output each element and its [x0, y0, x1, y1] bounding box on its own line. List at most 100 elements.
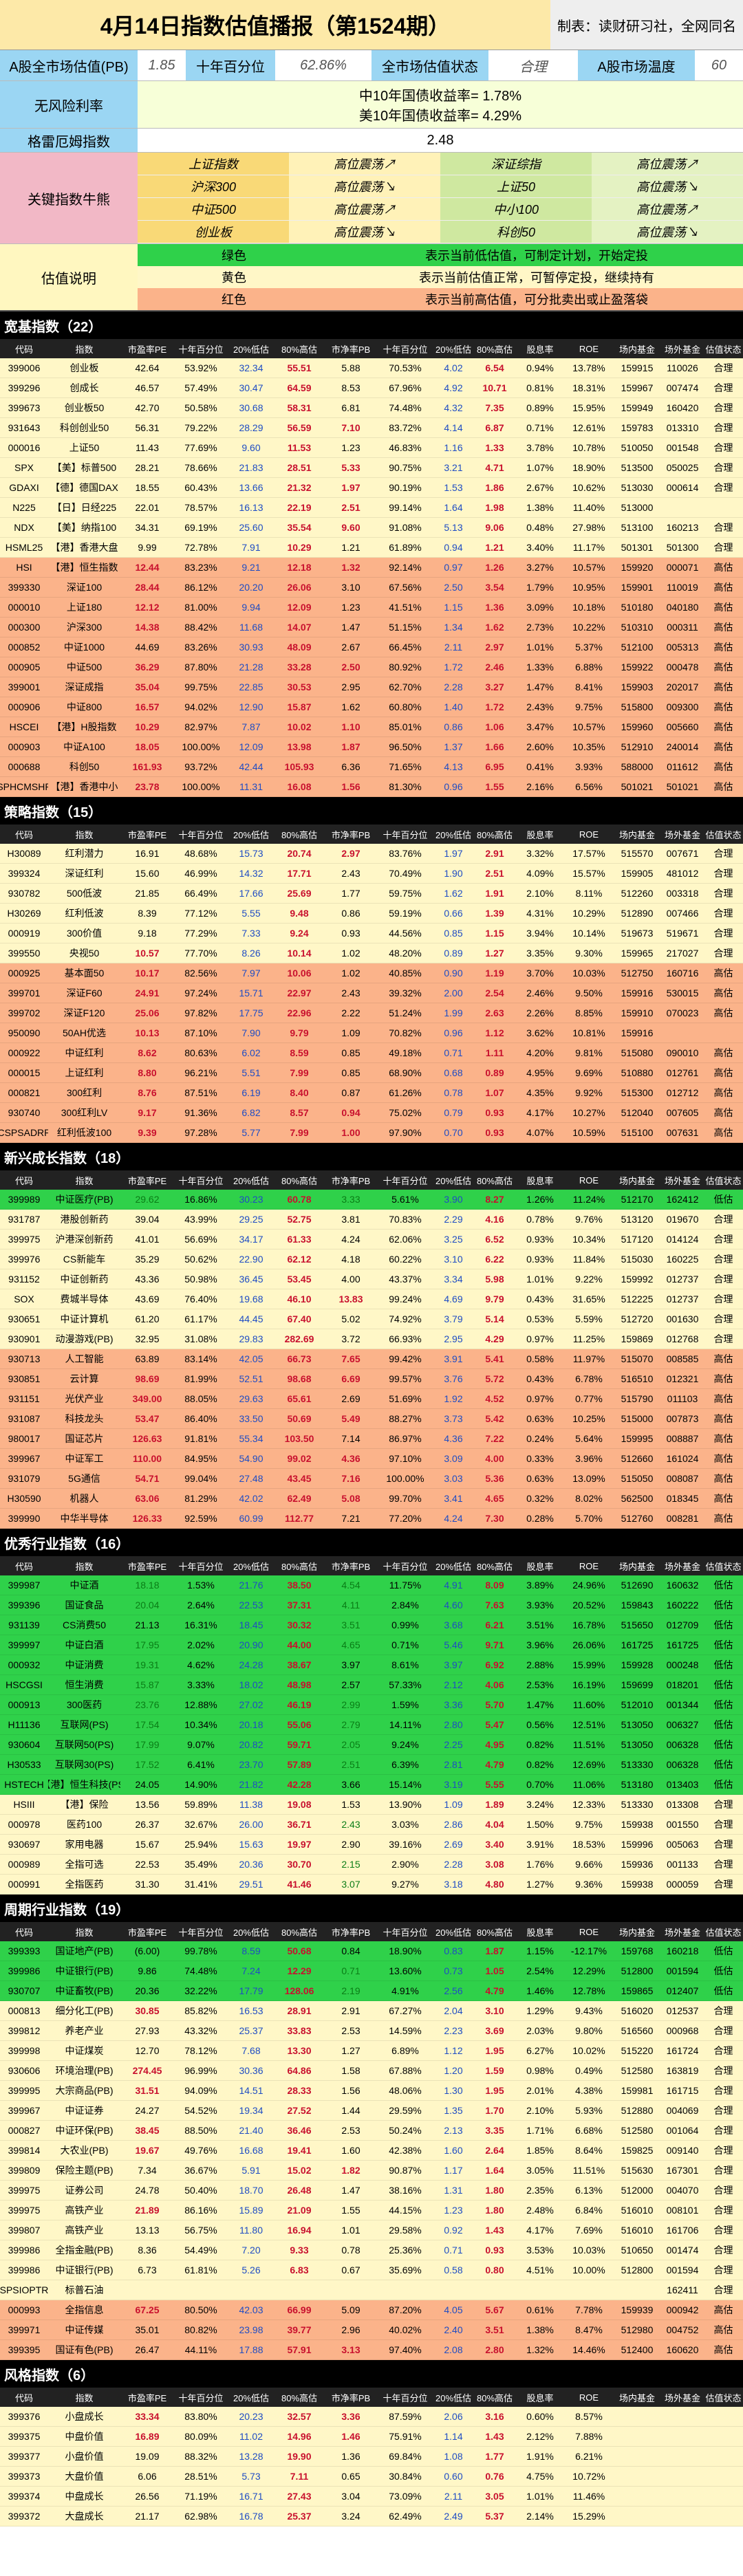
column-header: 市净率PB — [331, 1175, 371, 1186]
table-cell: 2.54% — [526, 1965, 554, 1976]
table-cell: 510310 — [621, 622, 654, 633]
table-cell: 16.53 — [239, 2005, 263, 2016]
table-cell: 国证食品 — [65, 1600, 104, 1611]
table-row: 930606 环境治理(PB) 274.45 96.99% 30.36 64.86 1.58… — [0, 2061, 743, 2081]
table-cell: 1.33% — [526, 662, 554, 673]
table-cell: 10.13 — [135, 1027, 160, 1038]
table-cell: 养老产业 — [65, 2025, 104, 2036]
table-cell: 399814 — [8, 2145, 41, 2156]
table-cell: 519671 — [666, 928, 699, 939]
table-cell: 30.84% — [389, 2471, 422, 2482]
table-cell: 4.17% — [526, 1107, 554, 1118]
table-cell: 61.17% — [184, 1313, 217, 1324]
table-cell: 67.88% — [389, 2065, 422, 2076]
table-cell: 3.13 — [341, 2344, 360, 2355]
table-cell: 1.15 — [444, 602, 463, 613]
table-cell — [661, 2467, 704, 2486]
table-cell: 501301 — [621, 542, 654, 553]
table-cell: 低估 — [713, 1965, 733, 1976]
table-cell: 41.01 — [135, 1234, 160, 1245]
table-row: 930740 300红利LV 9.17 91.36% 6.82 8.57 0.94 75.02… — [0, 1103, 743, 1123]
table-cell: 29.83 — [239, 1333, 263, 1344]
table-cell: 51.15% — [389, 622, 422, 633]
table-cell: 8.59 — [290, 1047, 309, 1058]
table-cell: 97.28% — [184, 1127, 217, 1138]
table-cell: 44.45 — [239, 1313, 263, 1324]
table-cell: 【港】H股指数 — [52, 721, 117, 732]
table-cell: 36.29 — [135, 662, 160, 673]
table-row: HSML25 【港】香港大盘 9.99 72.78% 7.91 10.29 1.21 61.8… — [0, 538, 743, 558]
table-cell: 070023 — [666, 1007, 699, 1018]
column-header: 股息率 — [526, 1175, 554, 1186]
table-cell: 1.79% — [526, 582, 554, 593]
table-cell: 000248 — [666, 1659, 699, 1670]
table-cell: 513330 — [621, 1799, 654, 1810]
table-cell: 0.93 — [485, 1127, 504, 1138]
table-cell: 2.56 — [444, 1985, 463, 1996]
table-cell: 87.10% — [184, 1027, 217, 1038]
table-cell: 62.49 — [287, 1493, 312, 1504]
column-header: 场内基金 — [618, 2392, 655, 2403]
table-cell: 低估 — [713, 1679, 733, 1690]
table-cell: 930697 — [8, 1839, 41, 1850]
table-cell: 3.35 — [485, 2125, 504, 2136]
table-cell: 5.73 — [241, 2471, 261, 2482]
table-cell: 17.71 — [287, 868, 312, 879]
table-cell: 73.09% — [389, 2491, 422, 2502]
table-cell: 1.87 — [485, 1945, 504, 1956]
table-cell: 50.58% — [184, 402, 217, 413]
table-cell: 16.71 — [239, 2491, 263, 2502]
bull-bear-label: 关键指数牛熊 — [0, 153, 138, 243]
table-cell: 51.24% — [389, 1007, 422, 1018]
table-cell: 11.06% — [572, 1779, 605, 1790]
table-cell: 5.46 — [444, 1639, 463, 1650]
table-cell: 互联网30(PS) — [54, 1759, 114, 1770]
table-cell: 13.90% — [389, 1799, 422, 1810]
table-cell: 48.98 — [287, 1679, 312, 1690]
table-cell: 15.87 — [287, 701, 312, 712]
table-cell: 0.87 — [341, 1087, 360, 1098]
table-cell: 1.55 — [341, 2205, 360, 2216]
table-cell: 1.37 — [444, 741, 463, 752]
table-cell: 399986 — [8, 1965, 41, 1976]
table-cell: 004070 — [666, 2185, 699, 2196]
table-cell: 930713 — [8, 1353, 41, 1364]
table-row: 399006 创业板 42.64 53.92% 32.34 55.51 5.88 70.53%… — [0, 358, 743, 378]
table-cell: 74.48% — [389, 402, 422, 413]
table-cell: 9.69% — [575, 1067, 603, 1078]
column-header: 代码 — [14, 2392, 33, 2403]
table-cell: 9.80% — [575, 2025, 603, 2036]
table-cell: 1.14 — [444, 2431, 463, 2442]
table-cell: 2.67% — [526, 482, 554, 493]
table-cell: 4.79 — [485, 1759, 504, 1770]
table-cell: 13.13 — [135, 2225, 160, 2236]
bull-index-name: 中证500 — [138, 198, 289, 221]
table-cell: 3.24% — [526, 1799, 554, 1810]
table-cell: 24.05 — [135, 1779, 160, 1790]
column-header: 股息率 — [526, 1927, 554, 1938]
table-cell: 6.89% — [391, 2045, 419, 2056]
table-cell: 9.75% — [575, 701, 603, 712]
table-cell: 42.28 — [287, 1779, 312, 1790]
table-cell: 中证传媒 — [65, 2324, 104, 2335]
table-cell: 21.40 — [239, 2125, 263, 2136]
table-cell — [661, 498, 704, 517]
table-cell: 2.15 — [341, 1859, 360, 1870]
riskfree-block: 无风险利率 中10年国债收益率= 1.78% 美10年国债收益率= 4.29% — [0, 81, 743, 129]
table-cell: 10.29 — [135, 721, 160, 732]
table-cell — [474, 2280, 515, 2300]
table-cell: 159768 — [621, 1945, 654, 1956]
table-cell: 12.09 — [239, 741, 263, 752]
legend-text: 表示当前高估值，可分批卖出或止盈落袋 — [425, 293, 648, 307]
table-cell: 9.24 — [290, 928, 309, 939]
table-cell: 合理 — [713, 2005, 733, 2016]
table-row: 399673 创业板50 42.70 50.58% 30.68 58.31 6.81 74.4… — [0, 398, 743, 418]
table-cell: 5.93% — [575, 2105, 603, 2116]
table-row: 930651 中证计算机 61.20 61.17% 44.45 67.40 5.02 74.9… — [0, 1309, 743, 1329]
table-cell: 32.67% — [184, 1819, 217, 1830]
table-cell: 20.36 — [135, 1985, 160, 1996]
table-cell: 3.10 — [485, 2005, 504, 2016]
column-header: 80%高估 — [281, 1175, 318, 1186]
table-cell: 6.68% — [575, 2125, 603, 2136]
column-header-row: 代码 指数 市盈率PE 十年百分位 20%低估 80%高估 市净率PB 十年百分位 20%低估 8… — [0, 1170, 743, 1190]
